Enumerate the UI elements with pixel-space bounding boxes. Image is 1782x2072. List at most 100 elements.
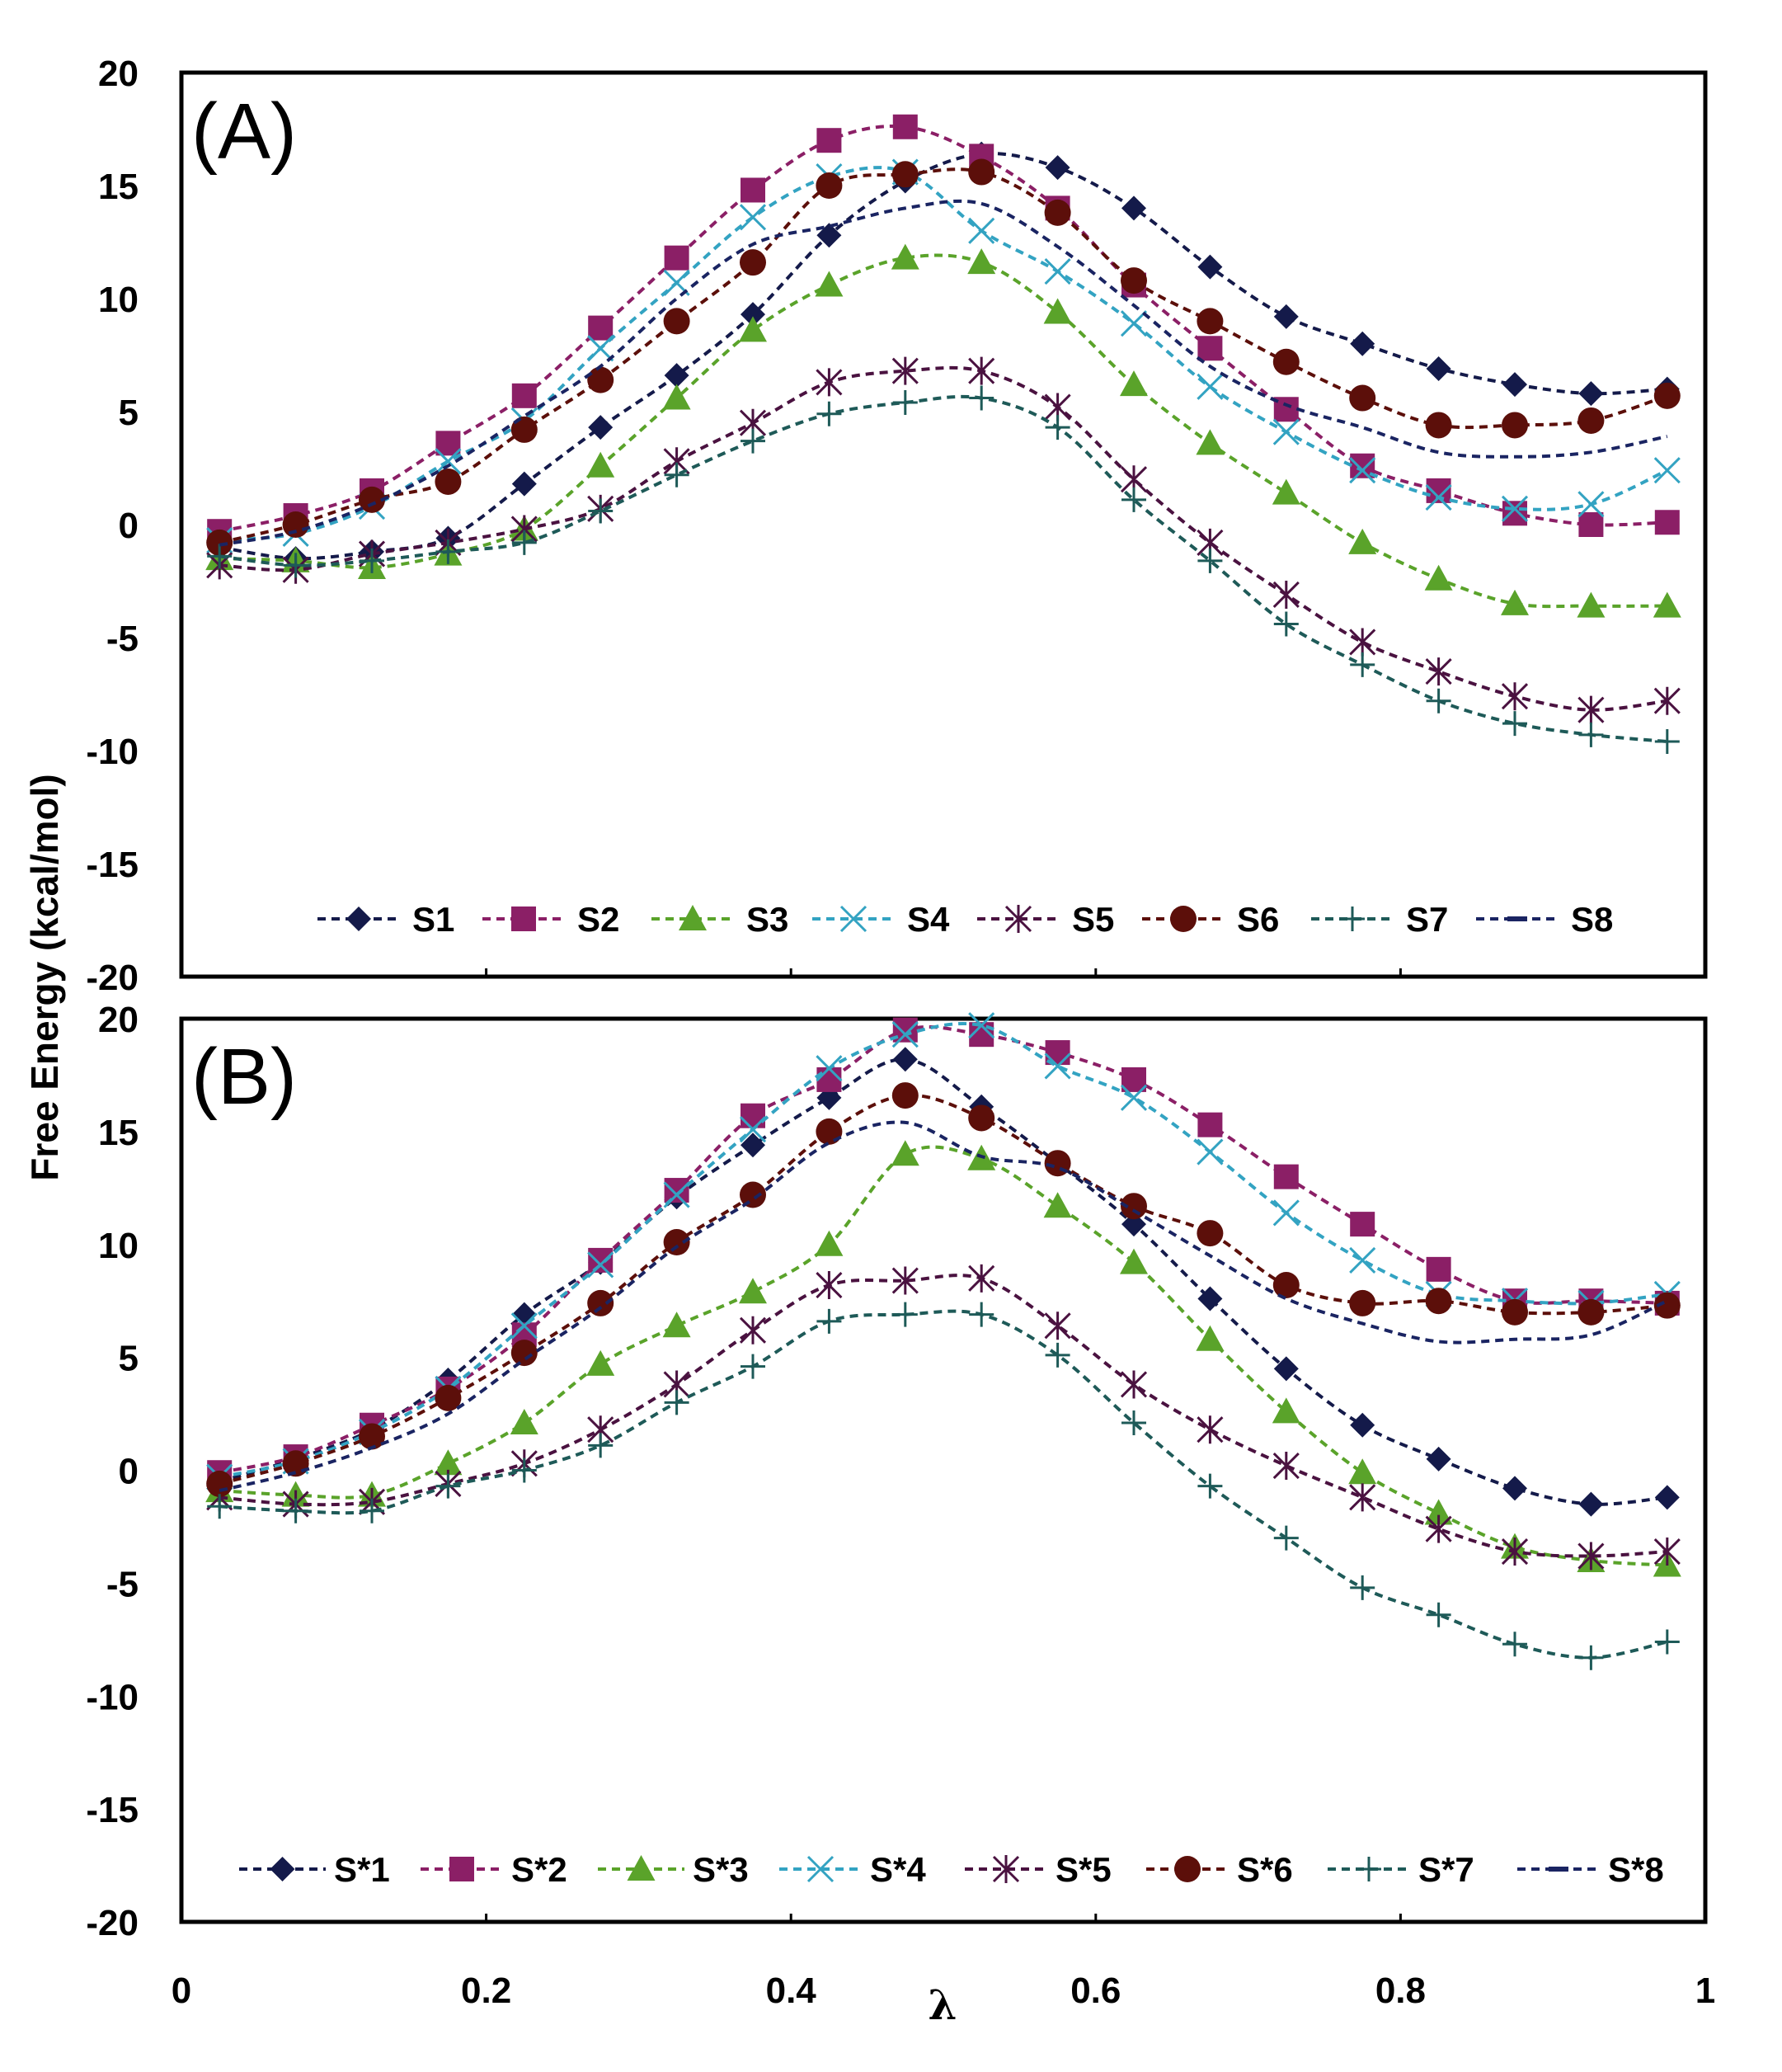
y-tick-label: -20 <box>86 1903 139 1943</box>
data-point <box>1577 1298 1605 1326</box>
data-point <box>1045 1342 1070 1368</box>
y-tick-label: -15 <box>86 845 139 885</box>
plot-frame <box>179 70 1708 979</box>
data-point <box>1653 1538 1681 1566</box>
data-point <box>1425 1514 1452 1543</box>
series-S6 <box>206 158 1681 556</box>
data-point <box>588 315 614 341</box>
legend-item: S*4 <box>779 1850 926 1889</box>
data-point <box>1426 688 1451 713</box>
series-S*8 <box>219 1120 1668 1493</box>
data-point <box>1045 155 1070 181</box>
legend-item: S*8 <box>1517 1850 1664 1889</box>
data-point <box>1349 628 1376 657</box>
legend-marker <box>992 1855 1020 1883</box>
data-point <box>1502 412 1528 439</box>
data-point <box>1424 1499 1453 1525</box>
data-point <box>283 1498 308 1523</box>
data-point <box>1120 1084 1148 1111</box>
data-point <box>741 1103 765 1128</box>
data-point <box>1502 501 1527 526</box>
data-point <box>968 217 995 244</box>
y-tick-label: 5 <box>119 393 139 433</box>
data-point <box>739 1116 767 1143</box>
legend-marker <box>449 1857 474 1881</box>
legend-label: S4 <box>907 900 950 939</box>
data-point <box>1654 510 1680 535</box>
data-point <box>1045 415 1070 440</box>
y-tick-label: 20 <box>98 54 139 94</box>
data-point <box>435 1473 461 1499</box>
data-point <box>1577 1542 1605 1570</box>
data-point <box>664 245 689 271</box>
data-point <box>1350 1212 1375 1237</box>
data-point <box>587 335 614 362</box>
legend-item: S*3 <box>598 1850 749 1889</box>
legend-item: S5 <box>977 900 1114 939</box>
panel-label: (B) <box>191 1033 297 1121</box>
data-point <box>816 368 843 397</box>
plot-frame <box>179 1016 1708 1924</box>
data-point <box>1043 1192 1072 1218</box>
y-tick-label: 10 <box>98 280 139 320</box>
data-point <box>1502 1632 1527 1657</box>
legend-item: S7 <box>1311 900 1448 939</box>
data-point <box>1121 195 1146 221</box>
data-point <box>663 1229 690 1256</box>
data-point <box>816 172 843 199</box>
legend-item: S8 <box>1476 900 1613 939</box>
series-line <box>219 1309 1668 1660</box>
data-point <box>1425 484 1452 511</box>
data-point <box>739 204 767 231</box>
data-point <box>662 384 691 410</box>
data-point <box>587 1289 614 1316</box>
legend-item: S6 <box>1142 900 1279 939</box>
data-point <box>1121 267 1147 294</box>
data-point <box>207 1494 233 1519</box>
y-tick-label: 0 <box>119 506 139 546</box>
data-point <box>968 1264 995 1293</box>
data-point <box>1653 1292 1681 1319</box>
data-point <box>1426 1256 1451 1282</box>
y-axis-title: Free Energy (kcal/mol) <box>23 774 66 1180</box>
data-point <box>1197 254 1223 280</box>
legend-label: S*1 <box>334 1850 390 1889</box>
data-point <box>739 316 767 342</box>
data-point <box>740 1181 766 1208</box>
legend-label: S5 <box>1072 900 1114 939</box>
y-tick-label: -5 <box>106 619 139 659</box>
series-S*3 <box>205 1140 1681 1577</box>
x-tick-label: 0 <box>172 1971 191 2011</box>
data-point <box>1350 331 1375 356</box>
data-point <box>967 248 996 275</box>
data-point <box>969 1302 994 1327</box>
y-tick-label: -5 <box>106 1564 139 1604</box>
data-point <box>1044 199 1071 226</box>
data-point <box>741 302 765 327</box>
data-point <box>1272 1272 1300 1299</box>
data-point <box>1120 310 1148 337</box>
legend-marker <box>1340 906 1365 931</box>
legend-label: S3 <box>746 900 788 939</box>
data-point <box>1577 407 1605 434</box>
data-point <box>815 1230 844 1256</box>
data-point <box>1197 1473 1223 1499</box>
data-point <box>1577 695 1605 724</box>
data-point <box>968 1012 995 1039</box>
x-tick-label: 0.2 <box>461 1971 511 2011</box>
data-point <box>360 1498 384 1523</box>
legend-marker <box>270 1857 295 1881</box>
data-point <box>1501 589 1529 615</box>
data-point <box>282 511 309 538</box>
series-line <box>219 1093 1667 1486</box>
legend-item: S2 <box>482 900 619 939</box>
data-point <box>511 383 537 408</box>
data-point <box>1653 382 1681 409</box>
data-point <box>588 1247 614 1273</box>
y-tick-label: 5 <box>119 1339 139 1379</box>
legend-marker <box>839 905 867 933</box>
data-point <box>816 1055 843 1082</box>
legend-marker <box>346 906 371 931</box>
legend-label: S1 <box>412 900 454 939</box>
data-point <box>1426 356 1451 381</box>
